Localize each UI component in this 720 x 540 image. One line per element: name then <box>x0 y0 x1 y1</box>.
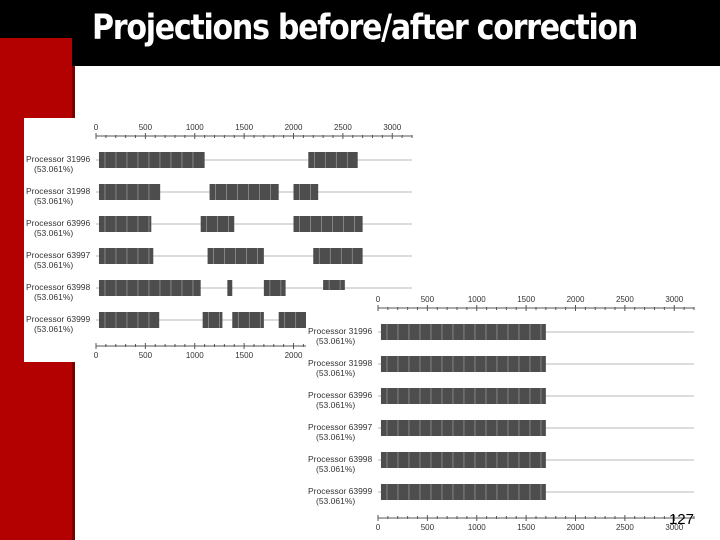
processor-utilization: (53.061%) <box>316 336 355 346</box>
processor-label: Processor 31998 <box>308 358 373 368</box>
top-axis-tick-label: 500 <box>139 123 153 132</box>
slide-title: Projections before/after correction <box>92 8 638 48</box>
top-axis-tick-label: 2000 <box>285 123 303 132</box>
activity-bar <box>380 356 546 372</box>
bottom-axis-tick-label: 1000 <box>186 351 204 360</box>
processor-utilization: (53.061%) <box>34 196 73 206</box>
top-axis-tick-label: 500 <box>421 295 435 304</box>
bottom-axis-tick-label: 1000 <box>468 523 486 532</box>
bottom-axis-tick-label: 500 <box>139 351 153 360</box>
bottom-axis-tick-label: 0 <box>376 523 381 532</box>
top-axis-tick-label: 3000 <box>383 123 401 132</box>
top-axis-tick-label: 2500 <box>334 123 352 132</box>
activity-bar <box>98 152 205 168</box>
activity-bar <box>380 420 546 436</box>
processor-utilization: (53.061%) <box>34 324 73 334</box>
activity-bar <box>293 216 363 232</box>
processor-label: Processor 31998 <box>26 186 91 196</box>
activity-bar <box>98 184 161 200</box>
bottom-axis-tick-label: 2000 <box>567 523 585 532</box>
top-axis-tick-label: 1000 <box>468 295 486 304</box>
top-axis-tick-label: 1500 <box>235 123 253 132</box>
processor-label: Processor 63997 <box>308 422 373 432</box>
activity-bar <box>380 388 546 404</box>
activity-bar <box>98 280 201 296</box>
activity-bar <box>308 152 358 168</box>
top-axis-tick-label: 1000 <box>186 123 204 132</box>
processor-label: Processor 63996 <box>26 218 91 228</box>
processor-label: Processor 31996 <box>308 326 373 336</box>
top-axis-tick-label: 1500 <box>517 295 535 304</box>
bottom-axis-tick-label: 500 <box>421 523 435 532</box>
top-axis-tick-label: 2000 <box>567 295 585 304</box>
activity-bar <box>380 452 546 468</box>
processor-label: Processor 63998 <box>26 282 91 292</box>
title-bar <box>0 0 720 66</box>
bottom-axis-tick-label: 2500 <box>616 523 634 532</box>
bottom-axis-tick-label: 1500 <box>235 351 253 360</box>
processor-label: Processor 63999 <box>308 486 373 496</box>
activity-bar <box>98 216 152 232</box>
processor-label: Processor 63996 <box>308 390 373 400</box>
activity-bar <box>232 312 264 328</box>
processor-utilization: (53.061%) <box>316 464 355 474</box>
processor-utilization: (53.061%) <box>34 164 73 174</box>
processor-utilization: (53.061%) <box>316 432 355 442</box>
processor-utilization: (53.061%) <box>316 496 355 506</box>
top-axis-tick-label: 0 <box>376 295 381 304</box>
activity-bar <box>293 184 319 200</box>
activity-bar <box>98 248 154 264</box>
activity-bar <box>227 280 233 296</box>
projection-after-panel: 0 500 1000 1500 2000 2500 3000 Processor 31996(… <box>306 290 698 534</box>
processor-utilization: (53.061%) <box>34 260 73 270</box>
activity-bar <box>202 312 223 328</box>
bottom-axis-tick-label: 0 <box>94 351 99 360</box>
bottom-axis-tick-label: 3000 <box>665 523 683 532</box>
bottom-axis-tick-label: 1500 <box>517 523 535 532</box>
activity-bar <box>380 484 546 500</box>
top-axis-tick-label: 3000 <box>665 295 683 304</box>
activity-bar <box>380 324 546 340</box>
page-number: 127 <box>668 511 694 528</box>
processor-utilization: (53.061%) <box>34 228 73 238</box>
activity-bar <box>263 280 286 296</box>
processor-label: Processor 63999 <box>26 314 91 324</box>
activity-bar <box>209 184 279 200</box>
processor-label: Processor 63997 <box>26 250 91 260</box>
activity-bar <box>313 248 363 264</box>
top-axis-tick-label: 2500 <box>616 295 634 304</box>
activity-bar <box>98 312 160 328</box>
processor-label: Processor 31996 <box>26 154 91 164</box>
bottom-axis-tick-label: 2000 <box>285 351 303 360</box>
top-axis-tick-label: 0 <box>94 123 99 132</box>
processor-label: Processor 63998 <box>308 454 373 464</box>
processor-utilization: (53.061%) <box>316 368 355 378</box>
processor-utilization: (53.061%) <box>316 400 355 410</box>
processor-utilization: (53.061%) <box>34 292 73 302</box>
